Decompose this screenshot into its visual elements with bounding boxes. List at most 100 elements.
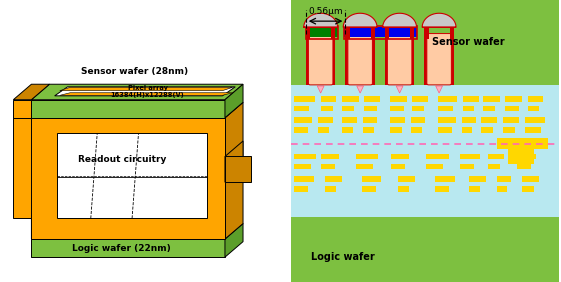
- Bar: [426, 164, 443, 169]
- Polygon shape: [31, 224, 243, 239]
- Bar: [522, 176, 539, 182]
- Bar: [385, 34, 389, 85]
- Polygon shape: [31, 102, 243, 118]
- Bar: [497, 176, 511, 182]
- Bar: [391, 154, 410, 159]
- Bar: [525, 117, 545, 123]
- Bar: [356, 154, 379, 159]
- Bar: [517, 164, 531, 169]
- Bar: [291, 85, 559, 217]
- Bar: [363, 127, 374, 133]
- Bar: [410, 25, 415, 39]
- Polygon shape: [13, 118, 31, 219]
- Bar: [463, 106, 475, 111]
- Bar: [412, 106, 424, 111]
- Bar: [410, 34, 415, 85]
- FancyBboxPatch shape: [427, 34, 452, 85]
- Bar: [426, 154, 449, 159]
- Bar: [483, 106, 495, 111]
- Bar: [318, 117, 333, 123]
- Bar: [342, 106, 355, 111]
- Bar: [435, 186, 449, 192]
- Bar: [371, 25, 375, 39]
- Bar: [294, 154, 316, 159]
- Bar: [438, 96, 457, 102]
- Bar: [291, 217, 559, 282]
- Polygon shape: [436, 86, 443, 93]
- Text: Logic wafer (22nm): Logic wafer (22nm): [72, 244, 171, 253]
- Bar: [462, 127, 472, 133]
- Bar: [390, 117, 405, 123]
- Bar: [342, 117, 357, 123]
- Bar: [505, 106, 519, 111]
- Bar: [460, 154, 480, 159]
- Bar: [468, 186, 480, 192]
- Polygon shape: [422, 13, 456, 27]
- Bar: [468, 176, 486, 182]
- Bar: [364, 96, 380, 102]
- Bar: [344, 26, 417, 39]
- Bar: [528, 96, 544, 102]
- Polygon shape: [13, 100, 31, 118]
- Text: Pixel array
16384(H)x12288(V): Pixel array 16384(H)x12288(V): [111, 85, 185, 98]
- Bar: [346, 25, 350, 39]
- FancyBboxPatch shape: [387, 34, 412, 85]
- Bar: [503, 117, 519, 123]
- Bar: [390, 127, 402, 133]
- Bar: [306, 34, 310, 85]
- Bar: [483, 96, 500, 102]
- Polygon shape: [343, 13, 377, 27]
- Polygon shape: [396, 86, 403, 93]
- Bar: [325, 186, 336, 192]
- Bar: [306, 27, 338, 37]
- Bar: [363, 117, 377, 123]
- Polygon shape: [31, 84, 243, 100]
- Bar: [306, 25, 310, 39]
- Bar: [306, 26, 338, 39]
- Polygon shape: [13, 102, 49, 118]
- Bar: [424, 34, 429, 85]
- Bar: [462, 117, 476, 123]
- Polygon shape: [304, 13, 338, 27]
- Bar: [331, 25, 335, 39]
- Bar: [294, 117, 312, 123]
- Bar: [503, 127, 515, 133]
- Bar: [364, 106, 377, 111]
- Bar: [371, 34, 375, 85]
- Bar: [508, 149, 534, 164]
- Polygon shape: [60, 93, 233, 95]
- Bar: [450, 34, 454, 85]
- Bar: [331, 34, 335, 85]
- Polygon shape: [225, 141, 243, 182]
- Bar: [424, 25, 429, 39]
- Polygon shape: [31, 239, 225, 257]
- Bar: [497, 186, 507, 192]
- Bar: [517, 154, 536, 159]
- Bar: [481, 117, 497, 123]
- Bar: [344, 27, 417, 37]
- Bar: [505, 96, 522, 102]
- Polygon shape: [60, 87, 233, 91]
- Bar: [412, 96, 428, 102]
- Bar: [390, 96, 407, 102]
- FancyBboxPatch shape: [348, 34, 373, 85]
- Bar: [294, 164, 311, 169]
- Polygon shape: [225, 102, 243, 239]
- FancyBboxPatch shape: [309, 34, 333, 85]
- Bar: [291, 0, 559, 85]
- Text: Readout circuitry: Readout circuitry: [77, 155, 166, 164]
- Bar: [321, 154, 339, 159]
- Bar: [321, 106, 333, 111]
- Bar: [438, 117, 456, 123]
- Bar: [463, 96, 479, 102]
- Bar: [525, 127, 541, 133]
- Bar: [528, 106, 539, 111]
- Text: Sensor wafer: Sensor wafer: [432, 37, 505, 47]
- Bar: [438, 127, 452, 133]
- Polygon shape: [54, 87, 235, 96]
- Bar: [411, 117, 425, 123]
- Bar: [481, 127, 493, 133]
- Polygon shape: [318, 86, 324, 93]
- Bar: [294, 96, 315, 102]
- Polygon shape: [225, 224, 243, 257]
